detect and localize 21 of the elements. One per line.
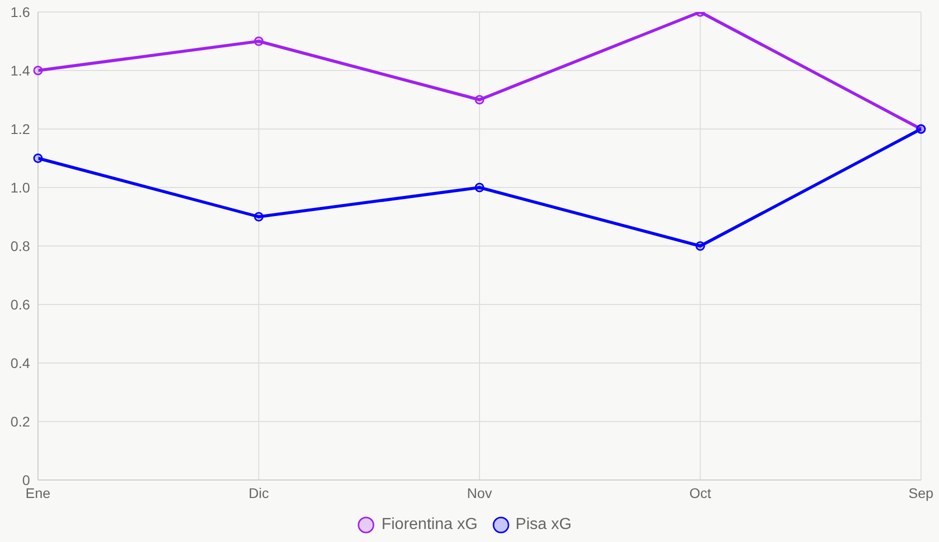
point bbox=[33, 66, 43, 76]
y-tick-label: 1.4 bbox=[10, 62, 30, 78]
legend-label: Pisa xG bbox=[514, 516, 572, 534]
x-tick-label: Nov bbox=[467, 484, 492, 501]
y-tick-label: 0.4 bbox=[10, 354, 30, 371]
point bbox=[33, 154, 43, 163]
point bbox=[254, 212, 264, 222]
y-tick-label: 1.6 bbox=[10, 4, 30, 20]
legend-label: Fiorentina xG bbox=[380, 516, 478, 534]
point bbox=[254, 36, 264, 46]
x-tick-label: Oct bbox=[689, 484, 712, 501]
y-tick-label: 1.0 bbox=[10, 179, 30, 196]
point bbox=[696, 241, 705, 251]
y-tick-label: 0.2 bbox=[10, 413, 30, 430]
x-tick-label: Dic bbox=[248, 484, 269, 501]
x-tick-label: Sep bbox=[908, 484, 934, 501]
point bbox=[474, 95, 484, 104]
point bbox=[474, 182, 484, 192]
y-tick-label: 0.8 bbox=[10, 238, 30, 254]
y-tick-label: 1.2 bbox=[10, 120, 30, 137]
y-tick-label: 0.6 bbox=[10, 296, 30, 312]
